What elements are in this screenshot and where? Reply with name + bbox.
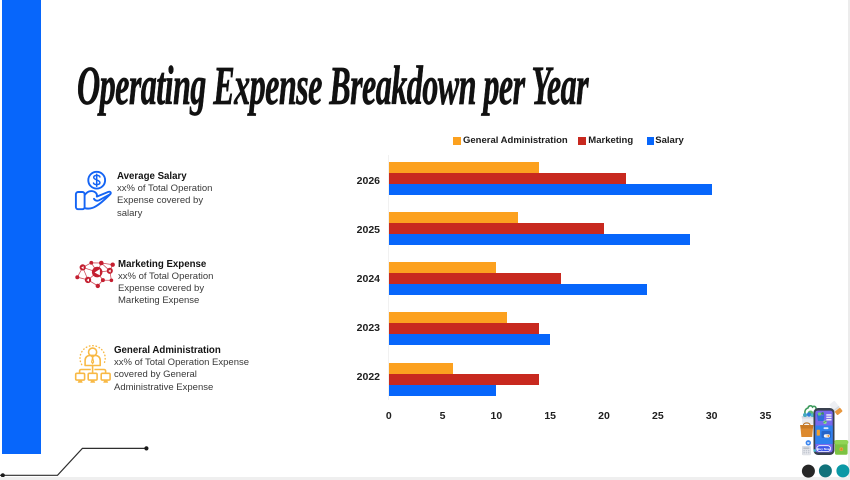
svg-text:Buy Now: Buy Now: [817, 447, 831, 451]
